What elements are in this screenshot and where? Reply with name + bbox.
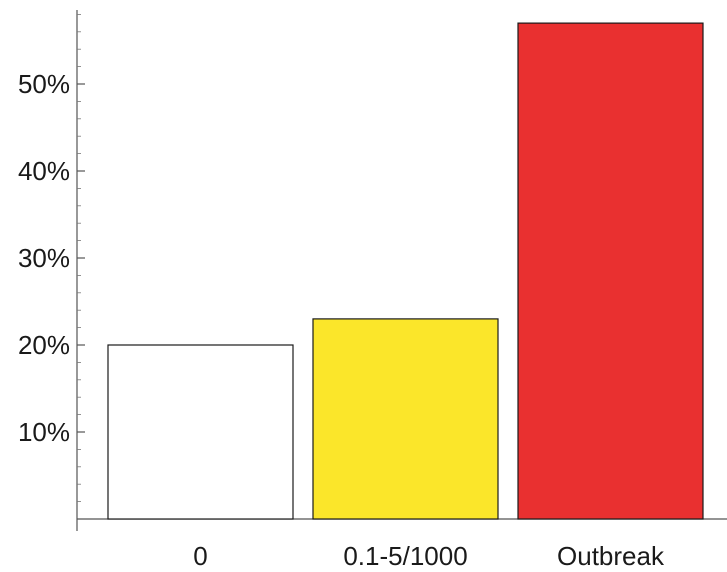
bar-2 — [517, 22, 704, 520]
bar-1 — [312, 318, 499, 520]
y-tick-label: 40% — [18, 156, 70, 186]
y-axis-ticks: 10% 20% 30% 40% 50% — [18, 13, 85, 503]
y-tick-label: 10% — [18, 417, 70, 447]
x-category-label: 0 — [193, 541, 207, 571]
bar-0 — [107, 344, 294, 520]
bars — [107, 22, 704, 520]
x-axis-labels: 0 0.1-5/1000 Outbreak — [193, 541, 665, 571]
x-category-label: Outbreak — [557, 541, 665, 571]
x-category-label: 0.1-5/1000 — [343, 541, 467, 571]
y-tick-label: 30% — [18, 243, 70, 273]
y-tick-label: 20% — [18, 330, 70, 360]
y-tick-label: 50% — [18, 69, 70, 99]
